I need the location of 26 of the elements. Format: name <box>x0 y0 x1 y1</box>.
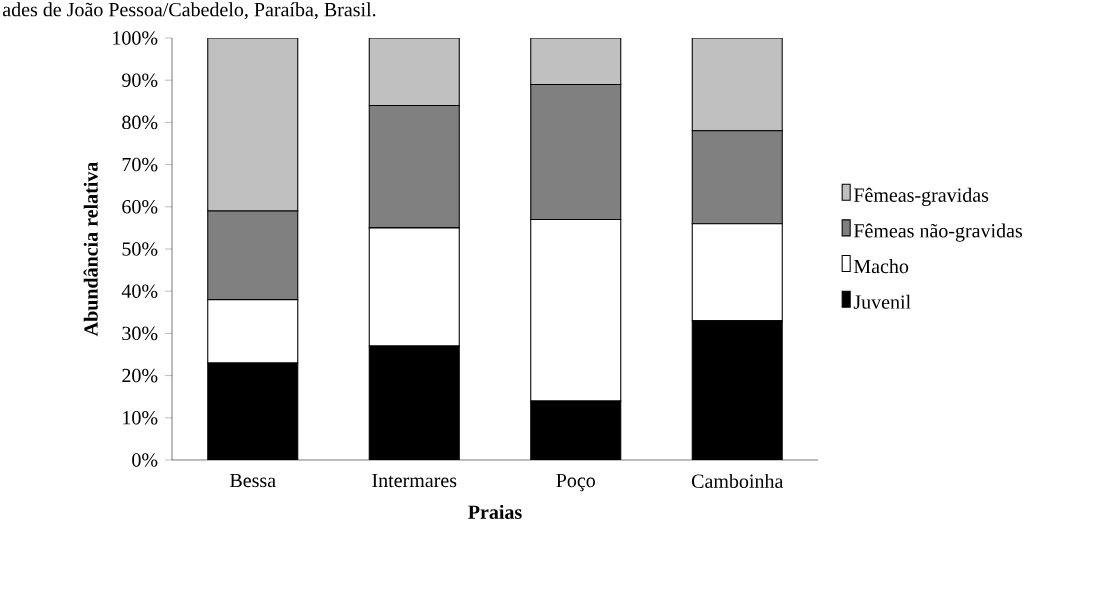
y-tick-label: 50% <box>122 242 158 256</box>
y-tick-label: 10% <box>123 411 158 425</box>
x-axis-title: Praias <box>468 504 522 519</box>
bar <box>207 38 299 212</box>
y-tick-label: 80% <box>122 115 158 130</box>
x-tick-label: Poço <box>556 473 595 492</box>
y-tick-label: 70% <box>122 157 158 172</box>
y-tick-label: 30% <box>122 326 158 341</box>
legend-label: Fêmeas-gravidas <box>853 187 989 206</box>
y-tick-label: 0% <box>132 453 158 467</box>
y-axis-title: Abundância relativa <box>83 161 98 337</box>
y-tick-label: 20% <box>122 368 158 383</box>
bar <box>530 38 622 85</box>
x-tick-label: Intermares <box>372 473 457 488</box>
bar <box>691 38 783 132</box>
x-tick-label: Camboinha <box>691 473 784 488</box>
legend-label: Juvenil <box>853 294 911 309</box>
text: ades de João Pessoa/Cabedelo, Paraíba, Brasil. <box>2 2 376 20</box>
y-tick-label: 100% <box>113 31 158 45</box>
y-tick-label: 60% <box>122 200 158 214</box>
y-tick-label: 40% <box>121 284 158 298</box>
y-tick-label: 90% <box>122 73 158 87</box>
legend-label: Macho <box>853 259 909 274</box>
bar <box>368 38 460 107</box>
legend-label: Fêmeas não-gravidas <box>853 223 1023 242</box>
x-tick-label: Bessa <box>230 473 276 488</box>
